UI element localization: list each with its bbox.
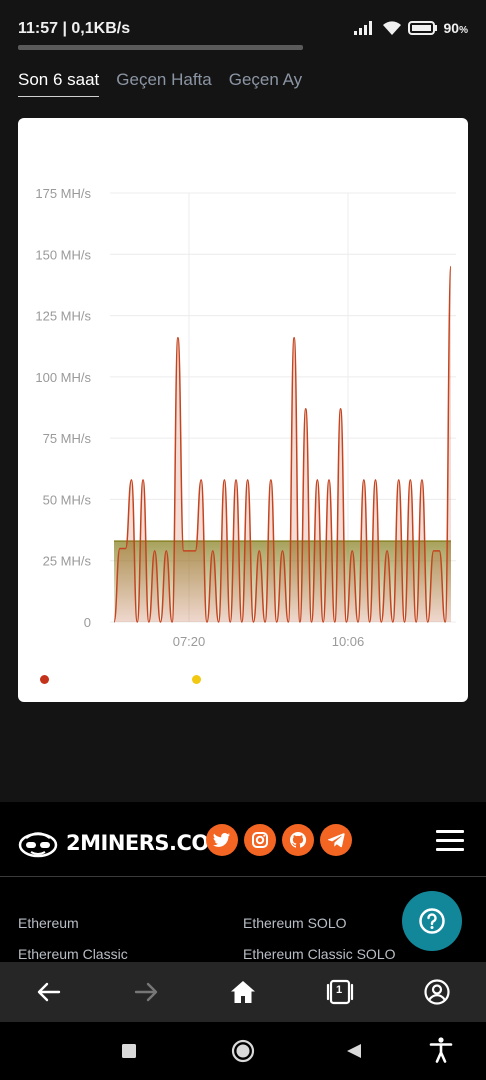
period-tabs: Son 6 saat Geçen Hafta Geçen Ay (18, 70, 302, 97)
tab-last-week[interactable]: Geçen Hafta (116, 70, 212, 89)
y-tick-label: 100 MH/s (35, 370, 91, 385)
hashrate-chart-card: 0 25 MH/s 50 MH/s 75 MH/s 100 MH/s 125 MH/s 15… (18, 118, 468, 702)
accessibility-icon[interactable] (428, 1037, 454, 1063)
y-tick-label: 75 MH/s (43, 431, 92, 446)
wifi-icon (382, 21, 401, 35)
back-arrow-icon[interactable] (34, 978, 64, 1006)
x-tick-label: 10:06 (332, 634, 365, 649)
y-tick-label: 125 MH/s (35, 309, 91, 324)
site-logo[interactable]: 2MINERS.COM (18, 828, 230, 858)
footer-divider (0, 876, 486, 877)
tabs-icon[interactable]: 1 (325, 978, 355, 1006)
logo-text: 2MINERS.COM (66, 831, 230, 855)
status-bar: 11:57 | 0,1KB/s 90% (0, 0, 486, 44)
status-time: 11:57 | 0,1KB/s (18, 20, 131, 37)
github-icon[interactable] (282, 824, 314, 856)
telegram-icon[interactable] (320, 824, 352, 856)
home-icon[interactable] (228, 978, 258, 1006)
hashrate-series-line (113, 265, 452, 623)
menu-hamburger-icon[interactable] (436, 830, 464, 852)
tab-last-month[interactable]: Geçen Ay (228, 70, 303, 89)
legend-dot-average[interactable] (192, 675, 201, 684)
status-icons: 90% (353, 20, 468, 36)
y-tick-label: 150 MH/s (35, 247, 91, 262)
x-tick-label: 07:20 (173, 634, 206, 649)
footer-link-ethereum-solo[interactable]: Ethereum SOLO (243, 915, 347, 931)
footer-link-ethereum-classic-solo[interactable]: Ethereum Classic SOLO (243, 946, 396, 962)
y-tick-label: 175 MH/s (35, 186, 91, 201)
battery-icon (407, 21, 437, 35)
signal-icon (353, 21, 372, 35)
tab-last-6-hours[interactable]: Son 6 saat (18, 70, 100, 97)
account-icon[interactable] (422, 978, 452, 1006)
miners-logo-icon (18, 832, 58, 858)
y-tick-label: 0 (84, 615, 91, 630)
help-button[interactable] (402, 891, 462, 951)
forward-arrow-icon[interactable] (131, 978, 161, 1006)
help-icon (419, 908, 445, 934)
social-links (206, 824, 352, 856)
back-triangle-icon[interactable] (345, 1042, 363, 1060)
battery-level: 90 (443, 20, 460, 36)
battery-unit: % (459, 25, 468, 36)
hashrate-chart: 0 25 MH/s 50 MH/s 75 MH/s 100 MH/s 125 MH/s 15… (35, 186, 456, 649)
footer-link-ethereum-classic[interactable]: Ethereum Classic (18, 946, 128, 962)
home-circle-icon[interactable] (230, 1038, 256, 1064)
y-tick-label: 25 MH/s (43, 554, 92, 569)
twitter-icon[interactable] (206, 824, 238, 856)
tab-count: 1 (336, 984, 343, 996)
legend-dot-hashrate[interactable] (40, 675, 49, 684)
footer-link-ethereum[interactable]: Ethereum (18, 915, 79, 931)
hashrate-series-area (114, 266, 451, 622)
scroll-indicator (18, 45, 303, 50)
y-tick-label: 50 MH/s (43, 492, 92, 507)
recents-square-icon[interactable] (120, 1042, 138, 1060)
instagram-icon[interactable] (244, 824, 276, 856)
